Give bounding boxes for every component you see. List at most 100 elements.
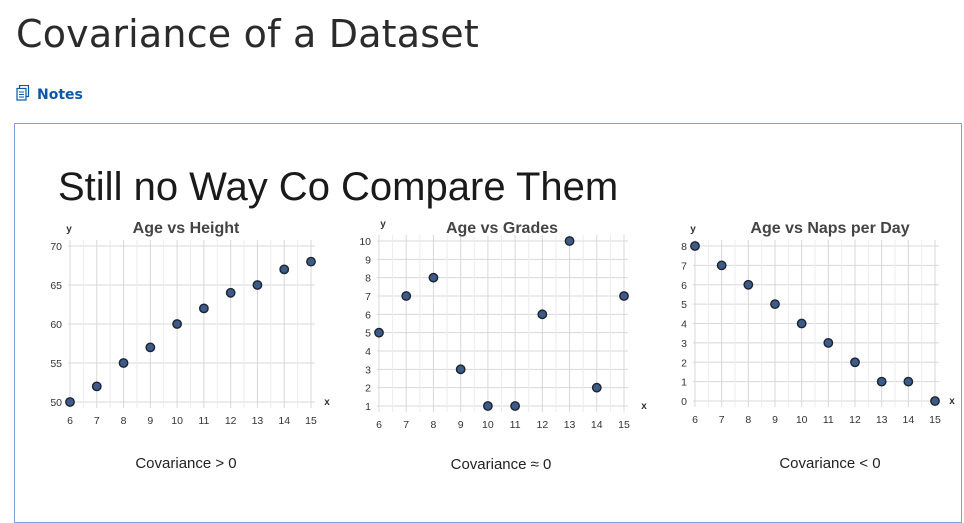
notes-link[interactable]: Notes bbox=[16, 84, 83, 105]
y-tick-label: 8 bbox=[681, 241, 687, 253]
y-tick-label: 5 bbox=[681, 299, 687, 311]
data-point bbox=[401, 291, 412, 301]
y-tick-label: 7 bbox=[365, 291, 371, 303]
x-axis-label: x bbox=[641, 401, 647, 412]
y-tick-label: 5 bbox=[365, 328, 371, 340]
y-tick-label: 8 bbox=[365, 273, 371, 285]
chart-caption: Covariance < 0 bbox=[779, 455, 880, 472]
y-axis-label: y bbox=[690, 224, 696, 235]
data-point bbox=[306, 256, 316, 267]
x-tick-label: 14 bbox=[278, 415, 290, 427]
data-point bbox=[619, 291, 629, 301]
data-point bbox=[482, 401, 493, 411]
y-tick-label: 7 bbox=[681, 260, 687, 272]
data-point bbox=[510, 401, 521, 411]
y-tick-label: 6 bbox=[365, 309, 371, 321]
x-tick-label: 9 bbox=[458, 419, 464, 431]
data-point bbox=[564, 236, 575, 246]
data-point bbox=[91, 381, 102, 392]
y-tick-label: 9 bbox=[365, 254, 371, 266]
chart-caption: Covariance > 0 bbox=[135, 455, 236, 472]
y-tick-label: 50 bbox=[50, 397, 62, 409]
x-tick-label: 7 bbox=[719, 414, 725, 426]
x-tick-label: 13 bbox=[252, 415, 264, 427]
x-tick-label: 13 bbox=[876, 414, 888, 426]
data-point bbox=[225, 287, 236, 298]
data-point bbox=[903, 376, 914, 387]
y-tick-label: 3 bbox=[365, 364, 371, 376]
data-point bbox=[716, 260, 727, 271]
x-tick-label: 14 bbox=[902, 414, 914, 426]
y-tick-label: 1 bbox=[681, 377, 687, 389]
x-tick-label: 7 bbox=[94, 415, 100, 427]
data-point bbox=[172, 319, 183, 329]
x-tick-label: 10 bbox=[171, 415, 183, 427]
x-tick-label: 9 bbox=[772, 414, 778, 426]
x-tick-label: 11 bbox=[198, 415, 209, 427]
data-point bbox=[428, 272, 439, 283]
x-tick-label: 15 bbox=[618, 419, 630, 431]
y-tick-label: 4 bbox=[681, 319, 687, 331]
x-tick-label: 6 bbox=[692, 414, 698, 426]
y-tick-label: 2 bbox=[365, 383, 371, 395]
x-tick-label: 8 bbox=[431, 419, 437, 431]
y-tick-label: 10 bbox=[359, 236, 371, 248]
y-tick-label: 70 bbox=[50, 241, 62, 253]
data-point bbox=[252, 280, 263, 290]
data-point bbox=[198, 303, 209, 314]
y-axis-label: y bbox=[380, 219, 386, 230]
x-tick-label: 11 bbox=[510, 419, 521, 431]
chart-title: Age vs Height bbox=[133, 220, 240, 237]
data-point bbox=[374, 327, 384, 338]
x-tick-label: 11 bbox=[823, 414, 834, 426]
data-point bbox=[145, 342, 156, 353]
x-tick-label: 14 bbox=[591, 419, 603, 431]
y-axis-label: y bbox=[66, 224, 72, 235]
x-tick-label: 8 bbox=[745, 414, 751, 426]
data-point bbox=[279, 264, 290, 275]
x-tick-label: 13 bbox=[564, 419, 576, 431]
y-tick-label: 2 bbox=[681, 357, 687, 369]
x-tick-label: 6 bbox=[376, 419, 382, 431]
data-point bbox=[930, 396, 940, 406]
y-tick-label: 6 bbox=[681, 280, 687, 292]
notes-icon bbox=[16, 84, 30, 105]
x-tick-label: 12 bbox=[225, 415, 237, 427]
y-tick-label: 1 bbox=[365, 401, 371, 413]
y-tick-label: 65 bbox=[50, 280, 62, 292]
data-point bbox=[65, 397, 75, 407]
x-tick-label: 8 bbox=[121, 415, 127, 427]
y-tick-label: 60 bbox=[50, 319, 62, 331]
data-point bbox=[850, 357, 860, 368]
x-tick-label: 12 bbox=[536, 419, 548, 431]
data-point bbox=[876, 376, 887, 387]
data-point bbox=[690, 241, 700, 251]
x-tick-label: 10 bbox=[796, 414, 808, 426]
x-tick-label: 10 bbox=[482, 419, 494, 431]
data-point bbox=[591, 382, 602, 393]
page-title: Covariance of a Dataset bbox=[16, 12, 479, 56]
x-axis-label: x bbox=[949, 396, 955, 407]
y-tick-label: 4 bbox=[365, 346, 371, 358]
data-point bbox=[743, 279, 754, 290]
slide-heading: Still no Way Co Compare Them bbox=[58, 165, 619, 209]
y-tick-label: 3 bbox=[681, 338, 687, 350]
chart-title: Age vs Naps per Day bbox=[750, 220, 909, 237]
data-point bbox=[118, 358, 129, 368]
x-tick-label: 6 bbox=[67, 415, 73, 427]
x-tick-label: 15 bbox=[929, 414, 941, 426]
x-tick-label: 9 bbox=[147, 415, 153, 427]
chart-caption: Covariance ≈ 0 bbox=[451, 456, 552, 473]
x-tick-label: 12 bbox=[849, 414, 861, 426]
x-axis-label: x bbox=[324, 397, 330, 408]
x-tick-label: 15 bbox=[305, 415, 317, 427]
data-point bbox=[455, 364, 466, 375]
notes-label: Notes bbox=[37, 87, 83, 103]
data-point bbox=[796, 318, 807, 329]
y-tick-label: 0 bbox=[681, 396, 687, 408]
y-tick-label: 55 bbox=[50, 358, 62, 370]
data-point bbox=[537, 309, 548, 320]
data-point bbox=[770, 299, 780, 310]
data-point bbox=[823, 337, 834, 348]
